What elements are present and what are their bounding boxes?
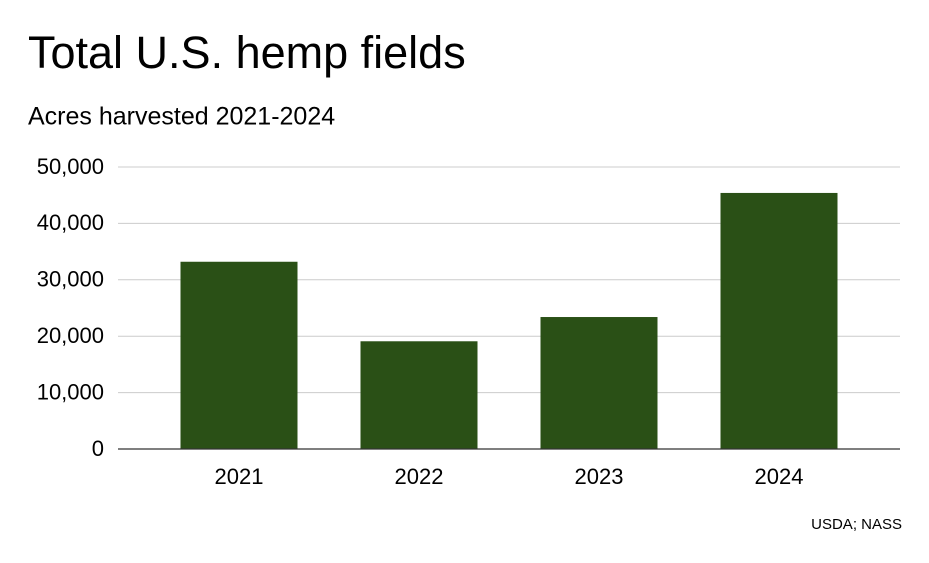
y-tick-label: 20,000 xyxy=(37,323,104,348)
y-tick-label: 50,000 xyxy=(37,154,104,179)
source-note: USDA; NASS xyxy=(811,516,902,533)
bar xyxy=(180,261,298,449)
bar xyxy=(540,317,658,449)
x-tick-label: 2023 xyxy=(575,464,624,489)
x-tick-label: 2021 xyxy=(215,464,264,489)
bar xyxy=(360,341,478,449)
y-tick-label: 10,000 xyxy=(37,379,104,404)
bar xyxy=(720,192,838,449)
y-tick-label: 40,000 xyxy=(37,210,104,235)
chart-subtitle: Acres harvested 2021-2024 xyxy=(28,103,335,131)
x-tick-label: 2024 xyxy=(755,464,804,489)
y-tick-label: 0 xyxy=(92,436,104,461)
chart-title: Total U.S. hemp fields xyxy=(28,27,466,78)
y-tick-label: 30,000 xyxy=(37,267,104,292)
x-tick-label: 2022 xyxy=(395,464,444,489)
